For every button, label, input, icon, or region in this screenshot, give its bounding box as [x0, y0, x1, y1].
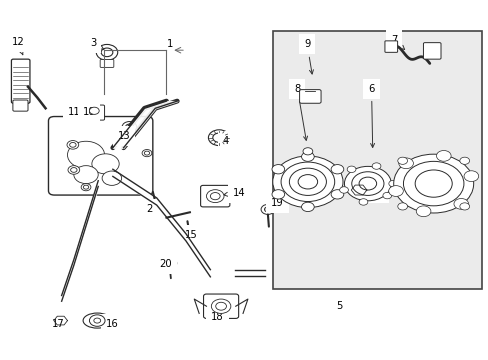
- FancyBboxPatch shape: [13, 100, 28, 111]
- Circle shape: [414, 170, 451, 197]
- Text: 14: 14: [223, 188, 245, 198]
- Circle shape: [81, 184, 91, 191]
- Circle shape: [163, 258, 176, 268]
- Circle shape: [393, 154, 473, 213]
- Circle shape: [303, 148, 312, 155]
- Circle shape: [382, 192, 391, 199]
- Circle shape: [69, 143, 76, 147]
- Circle shape: [371, 163, 380, 169]
- Circle shape: [350, 184, 366, 196]
- Text: 20: 20: [159, 259, 171, 269]
- Circle shape: [67, 141, 104, 168]
- Circle shape: [397, 203, 407, 210]
- Text: 18: 18: [211, 312, 224, 322]
- Circle shape: [272, 156, 342, 208]
- Circle shape: [142, 149, 152, 157]
- Circle shape: [83, 185, 88, 189]
- Circle shape: [208, 130, 229, 145]
- Circle shape: [211, 299, 230, 314]
- Circle shape: [301, 202, 314, 212]
- Circle shape: [358, 199, 367, 205]
- Circle shape: [206, 190, 224, 203]
- FancyBboxPatch shape: [203, 294, 238, 319]
- Circle shape: [261, 204, 274, 215]
- Circle shape: [354, 187, 362, 193]
- Text: 2: 2: [146, 204, 152, 214]
- Circle shape: [271, 165, 284, 174]
- FancyBboxPatch shape: [100, 59, 114, 67]
- Circle shape: [388, 186, 403, 197]
- Circle shape: [398, 158, 412, 169]
- FancyBboxPatch shape: [86, 105, 104, 120]
- Text: 1: 1: [166, 39, 172, 49]
- Circle shape: [281, 162, 334, 202]
- Circle shape: [57, 318, 64, 323]
- FancyBboxPatch shape: [48, 117, 153, 195]
- Text: 21: 21: [363, 188, 383, 198]
- Circle shape: [346, 166, 355, 172]
- Circle shape: [68, 166, 80, 174]
- Circle shape: [403, 161, 463, 206]
- Circle shape: [67, 140, 79, 149]
- Circle shape: [388, 180, 397, 187]
- Circle shape: [92, 154, 119, 174]
- Circle shape: [89, 315, 105, 326]
- Text: 13: 13: [118, 131, 130, 141]
- Circle shape: [144, 151, 149, 155]
- Circle shape: [166, 261, 173, 266]
- Text: 19: 19: [265, 198, 284, 209]
- Circle shape: [125, 124, 133, 130]
- Circle shape: [54, 316, 67, 325]
- Text: 8: 8: [294, 84, 307, 140]
- Text: 12: 12: [11, 37, 24, 55]
- Ellipse shape: [83, 313, 111, 328]
- FancyBboxPatch shape: [299, 90, 321, 103]
- Circle shape: [330, 190, 343, 199]
- Circle shape: [289, 168, 326, 195]
- Circle shape: [271, 190, 284, 199]
- Text: 9: 9: [304, 40, 313, 74]
- Circle shape: [122, 122, 137, 132]
- Circle shape: [94, 318, 101, 323]
- Circle shape: [74, 166, 98, 184]
- Text: 17: 17: [52, 319, 64, 329]
- Circle shape: [358, 177, 376, 190]
- Circle shape: [89, 107, 99, 114]
- Circle shape: [96, 44, 118, 60]
- Circle shape: [210, 193, 220, 200]
- Circle shape: [101, 48, 113, 57]
- Circle shape: [298, 175, 317, 189]
- Text: 15: 15: [184, 230, 197, 239]
- Circle shape: [215, 302, 226, 310]
- Circle shape: [102, 171, 122, 185]
- Circle shape: [453, 198, 468, 209]
- Circle shape: [436, 150, 450, 161]
- Text: 3: 3: [90, 38, 103, 49]
- Circle shape: [301, 152, 314, 161]
- Circle shape: [415, 206, 430, 217]
- Circle shape: [264, 207, 271, 212]
- Circle shape: [351, 172, 383, 195]
- Text: 4: 4: [222, 136, 228, 145]
- Circle shape: [70, 168, 77, 172]
- Text: 11: 11: [68, 107, 81, 117]
- Circle shape: [212, 133, 225, 142]
- Circle shape: [344, 166, 390, 201]
- Text: 5: 5: [336, 301, 342, 311]
- FancyBboxPatch shape: [200, 185, 229, 207]
- Text: 16: 16: [99, 319, 118, 329]
- FancyBboxPatch shape: [384, 41, 397, 52]
- Text: 10: 10: [82, 107, 95, 117]
- FancyBboxPatch shape: [423, 42, 440, 59]
- Circle shape: [397, 157, 407, 165]
- Circle shape: [330, 165, 343, 174]
- Circle shape: [459, 157, 468, 165]
- Text: 6: 6: [367, 84, 374, 148]
- Text: 7: 7: [390, 35, 404, 50]
- Circle shape: [339, 187, 348, 193]
- FancyBboxPatch shape: [11, 59, 30, 103]
- Bar: [272, 31, 482, 289]
- Circle shape: [463, 171, 478, 181]
- Circle shape: [459, 203, 468, 210]
